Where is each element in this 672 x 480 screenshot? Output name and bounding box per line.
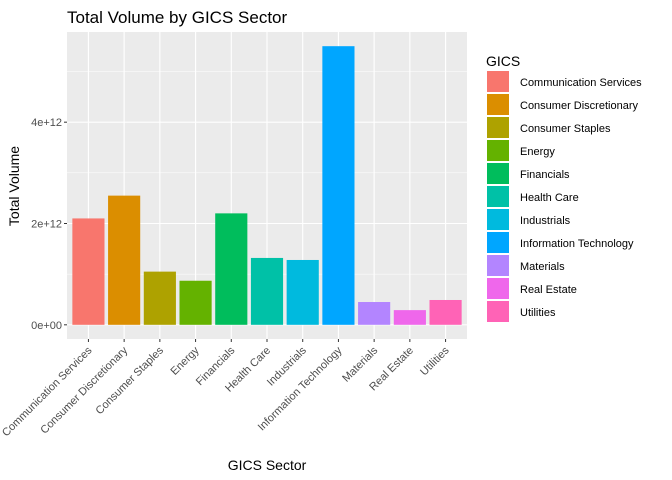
legend-title: GICS [486,53,520,69]
legend-swatch [487,278,509,299]
legend-swatch [487,255,509,276]
bar [72,218,105,325]
legend-label: Consumer Staples [520,123,611,135]
bars [72,46,462,325]
bar [322,46,355,325]
x-axis-title: GICS Sector [228,457,307,473]
chart-title: Total Volume by GICS Sector [67,8,287,27]
legend-items: Communication Services Consumer Discretio… [487,71,642,322]
legend-swatch [487,71,509,92]
legend-label: Utilities [520,307,556,319]
legend-label: Consumer Discretionary [520,100,638,112]
bar [143,271,176,325]
legend-swatch [487,163,509,184]
y-tick-label: 2e+12 [31,218,62,230]
x-tick-label: Consumer Staples [94,344,167,417]
legend-swatch [487,186,509,207]
legend-label: Communication Services [520,77,642,89]
legend-label: Health Care [520,192,579,204]
bar [250,257,284,325]
y-tick-label: 4e+12 [31,117,62,129]
legend-swatch [487,94,509,115]
y-axis-title: Total Volume [6,146,22,226]
legend-label: Financials [520,169,570,181]
y-axis: 0e+00 2e+12 4e+12 [31,117,67,332]
bar [393,310,426,325]
legend-swatch [487,117,509,138]
legend-label: Real Estate [520,284,577,296]
legend-swatch [487,301,509,322]
bar [179,280,212,325]
legend-label: Information Technology [520,238,634,250]
legend-swatch [487,140,509,161]
legend-label: Materials [520,261,565,273]
bar [358,302,391,325]
bar [215,213,248,325]
bar [108,195,141,325]
x-tick-label: Energy [169,344,202,377]
legend: GICS Communication Services Consumer Disc… [486,53,642,322]
legend-label: Industrials [520,215,571,227]
legend-label: Energy [520,146,555,158]
x-tick-label: Utilities [418,344,452,378]
legend-swatch [487,232,509,253]
bar [286,259,319,325]
y-tick-label: 0e+00 [31,320,62,332]
bar [429,299,462,325]
legend-swatch [487,209,509,230]
